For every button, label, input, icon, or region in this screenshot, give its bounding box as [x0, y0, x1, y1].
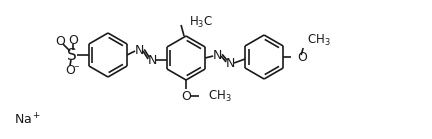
- Text: N: N: [134, 44, 144, 56]
- Text: O: O: [65, 64, 75, 76]
- Text: H$_3$C: H$_3$C: [189, 14, 213, 30]
- Text: N: N: [213, 49, 222, 61]
- Text: O: O: [181, 90, 191, 102]
- Text: N: N: [226, 56, 235, 70]
- Text: $^{-}$: $^{-}$: [73, 64, 80, 74]
- Text: O: O: [297, 50, 307, 64]
- Text: CH$_3$: CH$_3$: [307, 32, 331, 48]
- Text: N: N: [147, 54, 157, 66]
- Text: O: O: [68, 33, 78, 47]
- Text: CH$_3$: CH$_3$: [208, 88, 232, 104]
- Text: Na$^+$: Na$^+$: [14, 112, 41, 128]
- Text: S: S: [67, 48, 77, 63]
- Text: O: O: [55, 34, 65, 48]
